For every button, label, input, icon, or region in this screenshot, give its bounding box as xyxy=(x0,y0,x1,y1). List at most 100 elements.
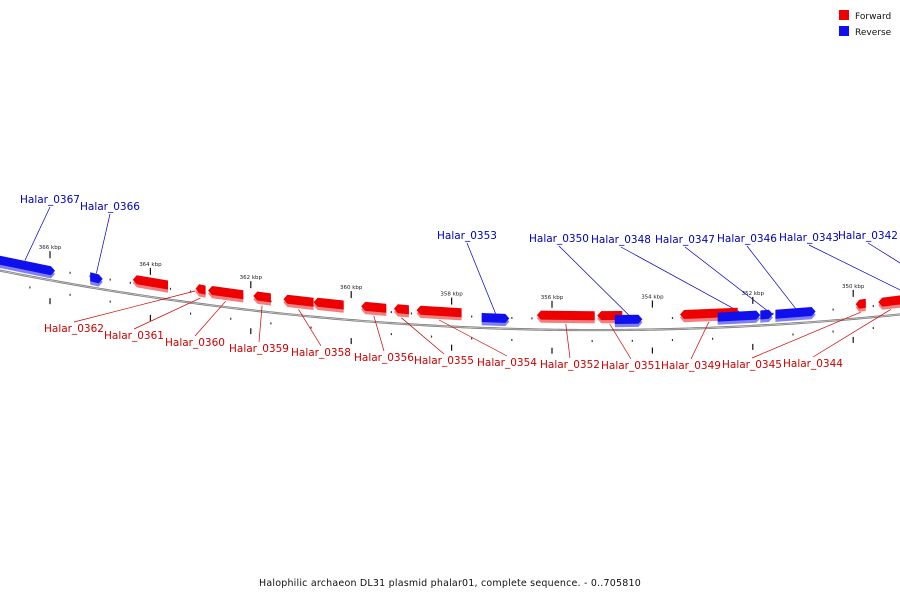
gene-arrow xyxy=(313,297,344,310)
gene-label[interactable]: Halar_0350 xyxy=(529,233,589,245)
gene-label[interactable]: Halar_0348 xyxy=(591,234,651,246)
tick-label: 350 kbp xyxy=(842,284,865,290)
gene-halar-0354[interactable] xyxy=(416,305,462,321)
tick-minor-lower xyxy=(270,322,272,325)
gene-label[interactable]: Halar_0352 xyxy=(540,359,600,371)
gene-halar-0367[interactable] xyxy=(0,255,55,279)
gene-halar-0350[interactable] xyxy=(614,314,643,328)
tick-minor xyxy=(129,281,131,284)
tick-minor xyxy=(169,287,172,290)
gene-label[interactable]: Halar_0361 xyxy=(104,330,164,342)
tick-minor xyxy=(410,312,413,315)
gene-halar-0358[interactable] xyxy=(283,294,314,310)
leader-line xyxy=(620,246,740,312)
gene-label[interactable]: Halar_0359 xyxy=(229,343,289,355)
tick-label: 352 kbp xyxy=(742,291,765,297)
gene-halar-0360[interactable] xyxy=(208,286,244,303)
gene-label[interactable]: Halar_0366 xyxy=(80,201,140,213)
gene-label[interactable]: Halar_0343 xyxy=(779,232,839,244)
gene-label[interactable]: Halar_0342 xyxy=(838,230,898,242)
gene-halar-0356a[interactable] xyxy=(313,297,344,313)
tick-minor xyxy=(671,317,674,320)
gene-label[interactable]: Halar_0367 xyxy=(20,194,80,206)
tick-minor-lower xyxy=(631,339,633,342)
tick-minor xyxy=(189,290,192,293)
gene-arrow xyxy=(393,304,409,315)
gene-halar-0344[interactable] xyxy=(878,295,900,310)
legend-reverse-swatch xyxy=(839,26,849,36)
gene-arrow xyxy=(208,286,244,300)
gene-arrow xyxy=(536,310,595,321)
gene-halar-0345[interactable] xyxy=(855,298,866,312)
gene-halar-0362[interactable] xyxy=(132,275,168,293)
tick-minor-lower xyxy=(230,317,232,320)
label-leader-lines xyxy=(24,206,900,360)
gene-label[interactable]: Halar_0356 xyxy=(354,352,414,364)
leader-line xyxy=(746,245,796,309)
tick-minor xyxy=(109,278,111,281)
leader-line xyxy=(609,323,632,360)
gene-halar-0359[interactable] xyxy=(253,291,271,306)
tick-minor-lower xyxy=(471,337,473,340)
leader-line xyxy=(298,309,322,347)
gene-halar-0347[interactable] xyxy=(760,309,773,323)
tick-minor-lower xyxy=(591,340,593,343)
tick-minor-lower xyxy=(511,338,513,341)
gene-arrow xyxy=(775,307,816,319)
tick-label: 366 kbp xyxy=(39,245,62,251)
gene-label[interactable]: Halar_0362 xyxy=(44,323,104,335)
gene-label[interactable]: Halar_0347 xyxy=(655,234,715,246)
map-caption: Halophilic archaeon DL31 plasmid phalar0… xyxy=(259,578,641,589)
leader-line xyxy=(565,323,571,359)
tick-minor-lower xyxy=(872,327,874,330)
gene-label[interactable]: Halar_0360 xyxy=(165,337,225,349)
gene-arrow xyxy=(132,275,168,290)
gene-label[interactable]: Halar_0344 xyxy=(783,358,843,370)
leader-line xyxy=(133,297,201,330)
tick-label: 360 kbp xyxy=(340,285,363,291)
gene-halar-0355[interactable] xyxy=(393,304,409,318)
tick-minor xyxy=(772,312,774,315)
leader-line xyxy=(558,245,629,316)
gene-halar-0366[interactable] xyxy=(90,272,103,287)
gene-halar-0356[interactable] xyxy=(361,301,387,316)
leader-line xyxy=(194,300,226,337)
gene-label[interactable]: Halar_0349 xyxy=(661,360,721,372)
gene-arrow xyxy=(253,291,271,303)
gene-label[interactable]: Halar_0355 xyxy=(414,355,474,367)
leader-line xyxy=(867,242,900,264)
gene-label[interactable]: Halar_0358 xyxy=(291,347,351,359)
sequence-backbone-highlight xyxy=(0,270,900,331)
gene-label[interactable]: Halar_0353 xyxy=(437,230,497,242)
gene-label[interactable]: Halar_0354 xyxy=(477,357,537,369)
tick-label: 354 kbp xyxy=(641,295,664,301)
gene-arrow xyxy=(90,272,103,284)
tick-minor xyxy=(69,271,71,274)
gene-arrow xyxy=(614,314,643,324)
gene-label[interactable]: Halar_0346 xyxy=(717,233,777,245)
tick-minor-lower xyxy=(310,326,312,329)
gene-arrow xyxy=(760,309,773,320)
leader-line xyxy=(438,319,508,357)
gene-arrow xyxy=(0,255,55,276)
gene-halar-0361[interactable] xyxy=(195,284,206,298)
gene-arrow xyxy=(878,295,900,307)
scale-ticks: 366 kbp 364 kbp 362 kbp 360 kbp 358 kbp 356 k… xyxy=(9,245,894,354)
gene-halar-0353[interactable] xyxy=(481,313,510,327)
gene-label[interactable]: Halar_0351 xyxy=(601,360,661,372)
tick-label: 364 kbp xyxy=(139,262,162,268)
gene-arrow xyxy=(481,313,510,323)
tick-minor xyxy=(832,308,834,311)
leader-line xyxy=(684,246,767,311)
tick-minor-lower xyxy=(29,286,31,289)
gene-halar-0346[interactable] xyxy=(775,307,816,322)
gene-label[interactable]: Halar_0345 xyxy=(722,359,782,371)
gene-features xyxy=(0,255,900,328)
tick-minor xyxy=(471,315,473,318)
gene-halar-0348[interactable] xyxy=(717,310,761,325)
gene-halar-0352[interactable] xyxy=(536,310,595,324)
tick-label: 358 kbp xyxy=(440,292,463,298)
leader-line xyxy=(812,309,892,358)
